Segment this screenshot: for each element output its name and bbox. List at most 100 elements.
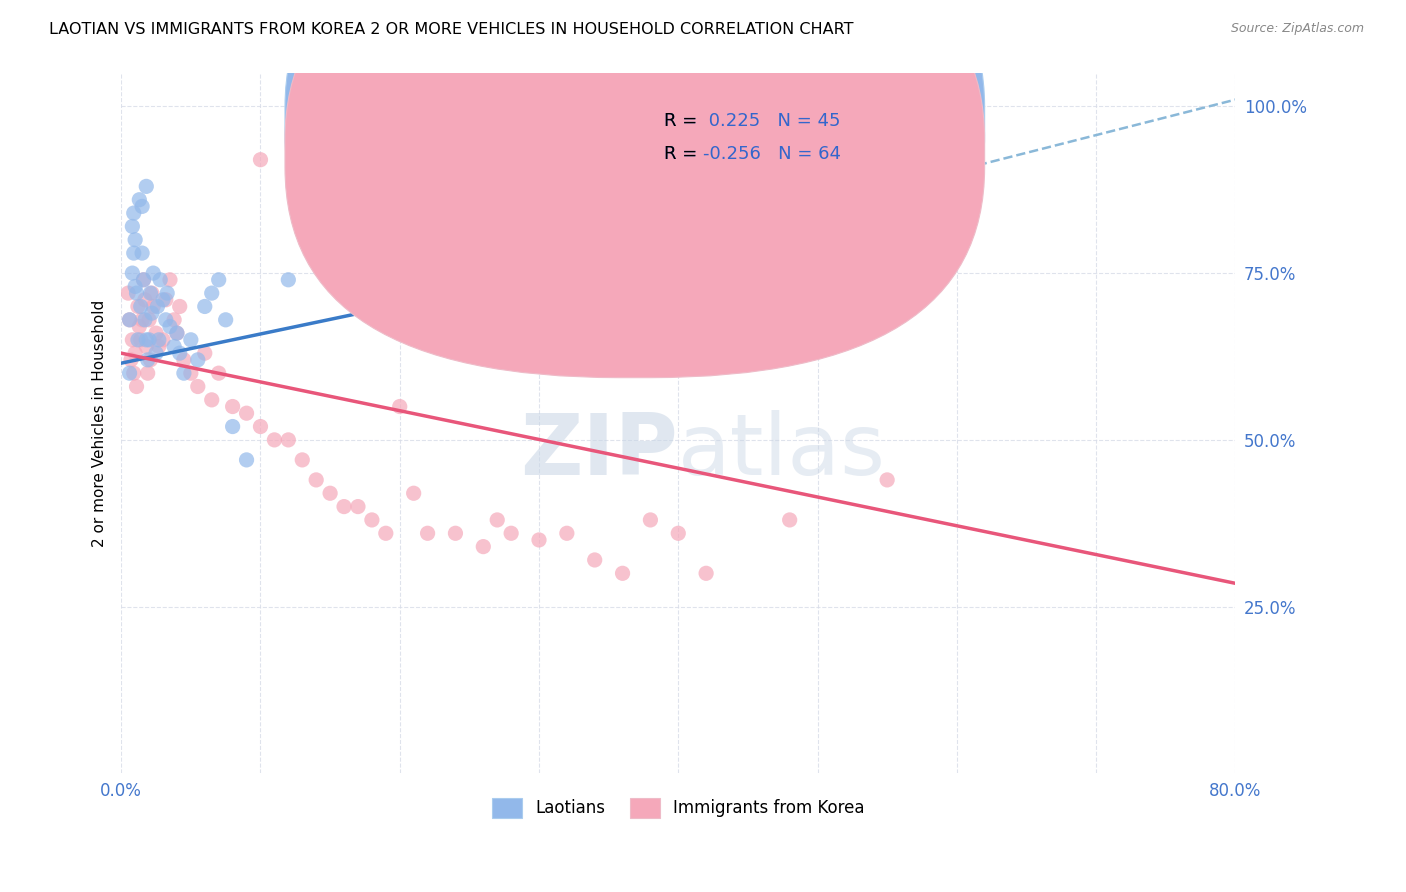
Point bbox=[124, 279, 146, 293]
Y-axis label: 2 or more Vehicles in Household: 2 or more Vehicles in Household bbox=[93, 300, 107, 547]
Point bbox=[166, 326, 188, 340]
Point bbox=[122, 206, 145, 220]
Point bbox=[152, 293, 174, 307]
Point bbox=[374, 526, 396, 541]
Point bbox=[134, 313, 156, 327]
Point bbox=[127, 300, 149, 314]
Point bbox=[135, 333, 157, 347]
Point bbox=[135, 179, 157, 194]
Point bbox=[159, 319, 181, 334]
Point bbox=[187, 379, 209, 393]
Point bbox=[486, 513, 509, 527]
Point bbox=[131, 246, 153, 260]
Point bbox=[141, 286, 163, 301]
Point bbox=[118, 313, 141, 327]
Point bbox=[134, 293, 156, 307]
Point bbox=[333, 273, 356, 287]
Point bbox=[173, 366, 195, 380]
Text: R =  0.225   N = 45: R = 0.225 N = 45 bbox=[664, 112, 841, 130]
Point bbox=[501, 526, 523, 541]
Point bbox=[138, 313, 160, 327]
Point bbox=[129, 333, 152, 347]
Point bbox=[194, 300, 217, 314]
Point bbox=[124, 233, 146, 247]
Point bbox=[333, 500, 356, 514]
Text: R = -0.256   N = 64: R = -0.256 N = 64 bbox=[664, 145, 841, 162]
Point bbox=[131, 199, 153, 213]
Point bbox=[128, 193, 150, 207]
Point bbox=[118, 313, 141, 327]
Point bbox=[235, 406, 257, 420]
Point bbox=[136, 352, 159, 367]
Point bbox=[152, 333, 174, 347]
Point bbox=[156, 286, 179, 301]
Point bbox=[136, 366, 159, 380]
Point bbox=[148, 339, 170, 353]
Point bbox=[138, 333, 160, 347]
Point bbox=[249, 153, 271, 167]
Point bbox=[145, 346, 167, 360]
Point bbox=[135, 339, 157, 353]
Point bbox=[388, 400, 411, 414]
Point bbox=[132, 273, 155, 287]
Point bbox=[169, 300, 191, 314]
Point bbox=[180, 333, 202, 347]
Point bbox=[125, 379, 148, 393]
Point bbox=[117, 286, 139, 301]
Point bbox=[472, 540, 495, 554]
Point bbox=[305, 473, 328, 487]
Point bbox=[347, 500, 370, 514]
Point bbox=[121, 333, 143, 347]
Point bbox=[121, 266, 143, 280]
Point bbox=[215, 313, 238, 327]
Point bbox=[149, 273, 172, 287]
Point bbox=[277, 273, 299, 287]
Point bbox=[291, 453, 314, 467]
Point bbox=[155, 293, 177, 307]
Point bbox=[118, 366, 141, 380]
Text: ZIP: ZIP bbox=[520, 409, 678, 492]
Point bbox=[146, 300, 169, 314]
Point bbox=[305, 166, 328, 180]
Point bbox=[208, 273, 231, 287]
Point bbox=[361, 513, 384, 527]
Point bbox=[122, 246, 145, 260]
Point bbox=[122, 366, 145, 380]
Legend: Laotians, Immigrants from Korea: Laotians, Immigrants from Korea bbox=[485, 791, 872, 824]
Point bbox=[779, 513, 801, 527]
Point bbox=[555, 526, 578, 541]
Point bbox=[125, 286, 148, 301]
Point bbox=[416, 526, 439, 541]
Point bbox=[201, 392, 224, 407]
Point bbox=[128, 319, 150, 334]
Point bbox=[221, 400, 243, 414]
Point bbox=[127, 333, 149, 347]
Point bbox=[139, 286, 162, 301]
Point bbox=[145, 326, 167, 340]
Point bbox=[235, 453, 257, 467]
Point bbox=[876, 473, 898, 487]
Text: LAOTIAN VS IMMIGRANTS FROM KOREA 2 OR MORE VEHICLES IN HOUSEHOLD CORRELATION CHA: LAOTIAN VS IMMIGRANTS FROM KOREA 2 OR MO… bbox=[49, 22, 853, 37]
Point bbox=[148, 333, 170, 347]
Point bbox=[173, 352, 195, 367]
Point bbox=[155, 313, 177, 327]
Point bbox=[124, 346, 146, 360]
FancyBboxPatch shape bbox=[285, 0, 984, 377]
Text: R =: R = bbox=[664, 112, 703, 130]
Point bbox=[319, 486, 342, 500]
Point bbox=[120, 352, 142, 367]
Point bbox=[221, 419, 243, 434]
Point bbox=[402, 486, 425, 500]
Point bbox=[163, 339, 186, 353]
Point bbox=[131, 313, 153, 327]
Point bbox=[361, 139, 384, 153]
Point bbox=[444, 526, 467, 541]
FancyBboxPatch shape bbox=[285, 0, 984, 345]
Point bbox=[142, 266, 165, 280]
Point bbox=[640, 513, 662, 527]
Point bbox=[263, 433, 285, 447]
Point bbox=[208, 366, 231, 380]
Point bbox=[159, 273, 181, 287]
Point bbox=[277, 433, 299, 447]
Point bbox=[121, 219, 143, 234]
